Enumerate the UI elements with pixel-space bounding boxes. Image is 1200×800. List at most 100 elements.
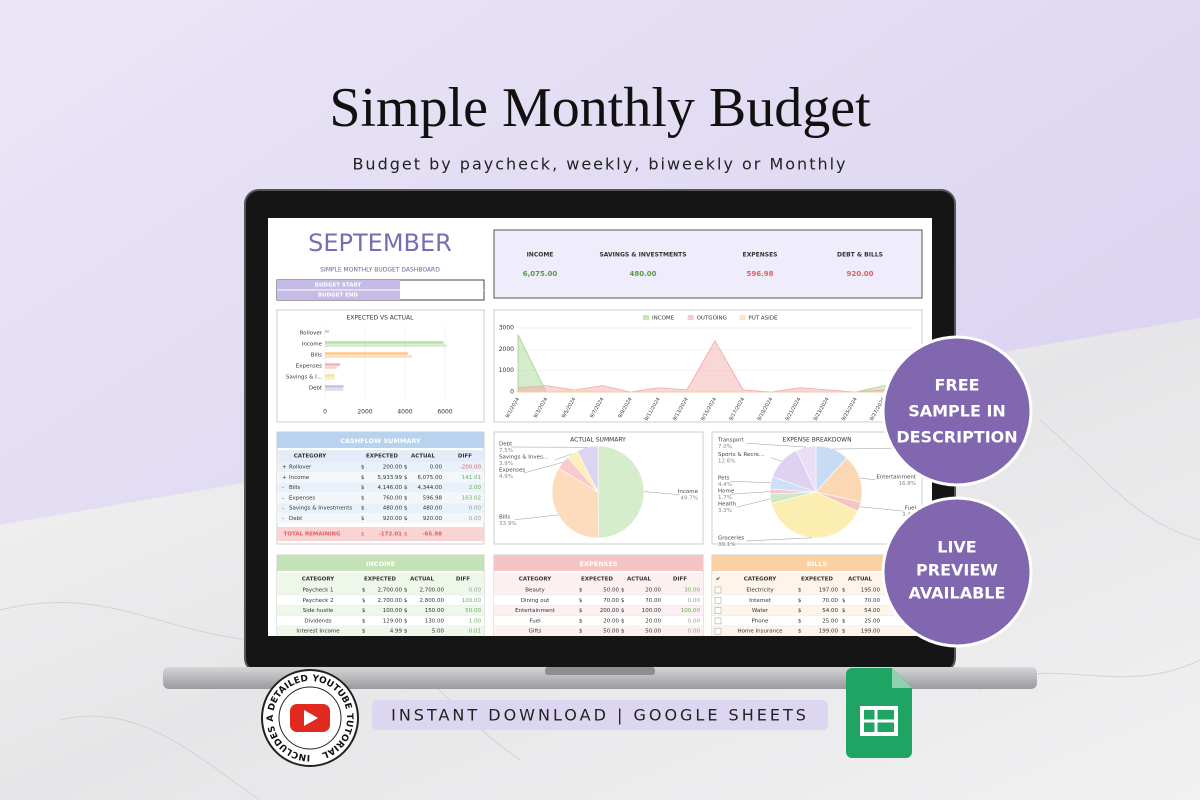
badge-line: AVAILABLE xyxy=(909,584,1006,603)
chart-title: EXPENSE BREAKDOWN xyxy=(782,437,851,444)
leader-line xyxy=(643,491,680,495)
month: SEPTEMBER xyxy=(308,229,452,257)
pie-value-label: 7.5% xyxy=(499,448,513,454)
chart-title: EXPECTED VS ACTUAL xyxy=(347,315,415,322)
x-tick-label: 2000 xyxy=(357,409,372,416)
cell: - xyxy=(282,485,284,491)
y-tick-label: 1000 xyxy=(499,367,514,374)
budget-start: BUDGET START xyxy=(315,283,362,289)
currency: $ xyxy=(362,629,366,635)
badge-line: LIVE xyxy=(937,538,976,557)
dashboard-subtitle: SIMPLE MONTHLY BUDGET DASHBOARD xyxy=(320,267,440,274)
column-header: ACTUAL xyxy=(627,577,652,583)
cell: Electricity xyxy=(746,588,774,594)
cell: 200.00 xyxy=(383,465,403,471)
checkbox[interactable] xyxy=(714,627,722,635)
bar xyxy=(325,330,329,333)
table-row xyxy=(712,585,922,595)
cell: 130.00 xyxy=(425,618,445,624)
budget-end: BUDGET END xyxy=(318,293,359,299)
cell: 70.00 xyxy=(645,598,661,604)
legend-swatch xyxy=(687,315,694,320)
summary-value: 480.00 xyxy=(629,270,656,278)
cell: 70.00 xyxy=(822,598,838,604)
pie-label: Sports & Recre... xyxy=(718,452,764,458)
cell: 2,700.00 xyxy=(378,598,403,604)
currency: $ xyxy=(361,485,365,491)
cell: 596.98 xyxy=(423,495,443,501)
cell: Dividends xyxy=(304,618,331,624)
cell: 0.00 xyxy=(469,588,482,594)
currency: $ xyxy=(404,532,408,538)
badge-line: DESCRIPTION xyxy=(896,428,1017,447)
table-row xyxy=(277,462,484,472)
cell: 0.00 xyxy=(430,465,443,471)
pie-label: Pets xyxy=(718,476,730,482)
cell: 129.00 xyxy=(383,618,403,624)
cell: 195.00 xyxy=(861,588,881,594)
currency: $ xyxy=(361,516,365,522)
cell: 141.01 xyxy=(462,475,481,481)
legend-label: INCOME xyxy=(652,316,675,322)
cell: 100.00 xyxy=(383,608,403,614)
currency: $ xyxy=(361,506,365,512)
leader-line xyxy=(730,491,771,495)
checkbox[interactable] xyxy=(714,597,722,604)
currency: $ xyxy=(579,618,583,624)
free-sample-badge xyxy=(881,335,1033,487)
summary-label: DEBT & BILLS xyxy=(837,252,883,259)
cell: Internet xyxy=(749,598,772,604)
currency: $ xyxy=(404,516,408,522)
y-tick-label: 0 xyxy=(510,389,514,396)
y-tick-label: Rollover xyxy=(300,331,323,337)
cell: 4.99 xyxy=(390,629,403,635)
total-band xyxy=(277,527,484,541)
leader-line xyxy=(730,480,771,484)
cell: - xyxy=(282,506,284,512)
table-row xyxy=(277,615,484,626)
page-subtitle: Budget by paycheck, weekly, biweekly or … xyxy=(352,155,847,174)
checkbox[interactable] xyxy=(714,617,722,625)
currency: $ xyxy=(798,629,802,635)
bar xyxy=(325,355,412,358)
cell: 30.00 xyxy=(684,588,700,594)
bar xyxy=(325,341,444,344)
table-title: CASHFLOW SUMMARY xyxy=(340,437,421,445)
bar xyxy=(325,374,335,377)
cell: 2,700.00 xyxy=(378,588,403,594)
cell: 54.00 xyxy=(822,608,838,614)
currency: $ xyxy=(579,629,583,635)
y-tick-label: Debt xyxy=(309,386,323,392)
cell: 4,344.00 xyxy=(418,485,443,491)
column-header: CATEGORY xyxy=(302,577,335,583)
pie-label: Entertainment xyxy=(876,474,917,480)
total-value: -172.01 xyxy=(378,532,402,538)
y-tick-label: Income xyxy=(302,342,323,348)
cell: 920.00 xyxy=(423,516,443,522)
currency: $ xyxy=(404,588,408,594)
currency: $ xyxy=(842,618,846,624)
cell: 54.00 xyxy=(864,608,880,614)
cell: Beauty xyxy=(525,588,545,594)
cell: 25.00 xyxy=(822,618,838,624)
table-title: INCOME xyxy=(366,560,395,568)
cell: 199.00 xyxy=(819,629,839,635)
currency: $ xyxy=(361,495,365,501)
table-row xyxy=(494,595,703,606)
currency: $ xyxy=(361,532,365,538)
legend-label: PUT ASIDE xyxy=(748,316,778,322)
table-row xyxy=(712,626,922,636)
cell: - xyxy=(282,495,284,501)
checkbox[interactable] xyxy=(714,607,722,614)
leader-line xyxy=(554,453,573,461)
page-title: Simple Monthly Budget xyxy=(329,77,871,139)
total-label: TOTAL REMAINING xyxy=(284,532,341,538)
currency: $ xyxy=(621,618,625,624)
dashboard: SEPTEMBER SIMPLE MONTHLY BUDGET DASHBOAR… xyxy=(276,229,923,636)
pie-value-label: 7.0% xyxy=(718,444,732,450)
table-title-band xyxy=(494,555,703,571)
pie-value-label: 3.9% xyxy=(499,461,513,467)
column-header: ✔ xyxy=(716,577,721,583)
checkbox[interactable] xyxy=(714,586,722,594)
